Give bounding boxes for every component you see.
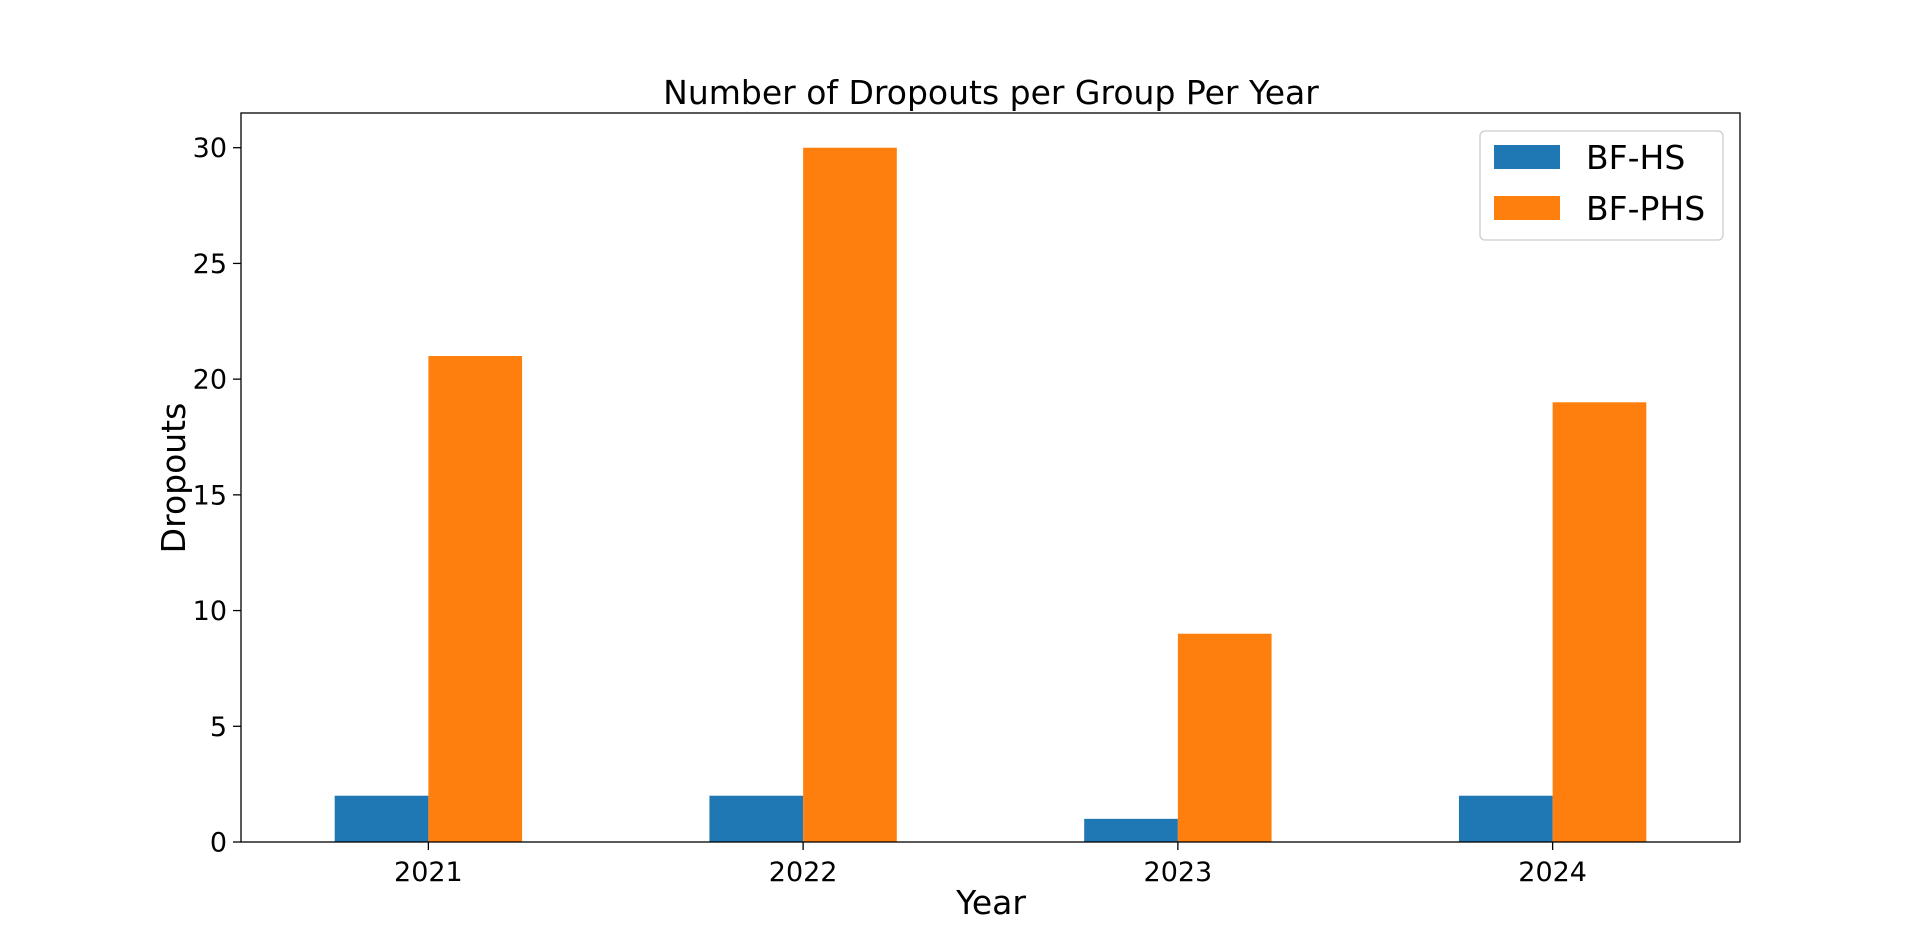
bar-bf-hs-2021 [334, 795, 429, 842]
legend-label-bf-phs: BF-PHS [1586, 189, 1705, 228]
x-axis-label: Year [955, 883, 1026, 922]
x-tick-label: 2024 [1518, 857, 1587, 888]
bar-bf-phs-2024 [1552, 402, 1647, 842]
x-tick-label: 2023 [1144, 857, 1213, 888]
x-axis-ticks: 2021 2022 2023 2024 [394, 842, 1587, 888]
bar-bf-hs-2022 [709, 795, 804, 842]
x-tick-label: 2022 [769, 857, 838, 888]
y-tick-label: 30 [193, 133, 227, 164]
bar-bf-phs-2021 [428, 356, 523, 842]
bars-group [334, 147, 1647, 842]
y-tick-label: 15 [193, 480, 227, 511]
legend-swatch-bf-phs [1494, 196, 1560, 220]
legend-label-bf-hs: BF-HS [1586, 138, 1685, 177]
y-tick-label: 20 [193, 365, 227, 396]
bar-bf-hs-2023 [1084, 818, 1178, 842]
chart-title: Number of Dropouts per Group Per Year [663, 73, 1319, 112]
y-axis-label: Dropouts [154, 403, 193, 554]
legend: BF-HS BF-PHS [1479, 130, 1724, 241]
y-axis-ticks: 0 5 10 15 20 25 30 [193, 133, 241, 859]
y-tick-label: 25 [193, 249, 227, 280]
bar-bf-phs-2023 [1177, 633, 1272, 842]
y-tick-label: 5 [210, 712, 227, 743]
bar-bf-phs-2022 [803, 147, 897, 842]
y-tick-label: 10 [193, 596, 227, 627]
x-tick-label: 2021 [394, 857, 463, 888]
legend-swatch-bf-hs [1494, 145, 1560, 169]
bar-bf-hs-2024 [1458, 795, 1553, 842]
plot-frame [240, 112, 1741, 843]
y-tick-label: 0 [210, 828, 227, 859]
